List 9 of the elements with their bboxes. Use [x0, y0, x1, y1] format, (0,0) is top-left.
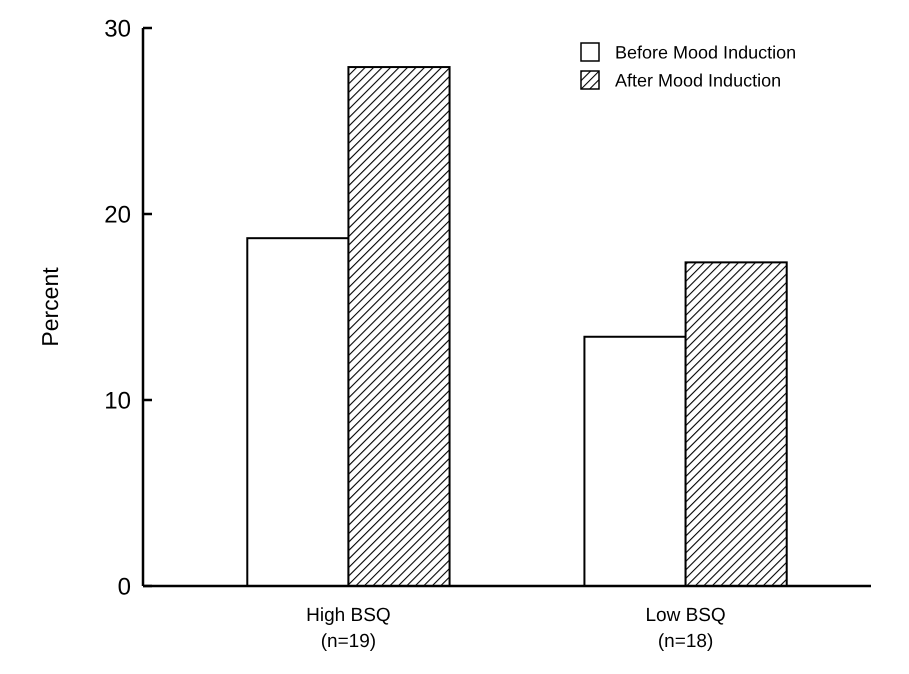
y-tick-label: 20 — [104, 201, 131, 228]
y-tick-label: 10 — [104, 387, 131, 414]
y-tick-label: 30 — [104, 15, 131, 42]
x-tick-label: Low BSQ (n=18) — [645, 605, 726, 652]
x-tick-label: High BSQ (n=19) — [306, 605, 391, 652]
y-tick-label: 0 — [118, 573, 131, 600]
legend-label: After Mood Induction — [615, 70, 782, 90]
y-axis-title: Percent — [37, 266, 63, 347]
legend-label: Before Mood Induction — [615, 42, 796, 62]
